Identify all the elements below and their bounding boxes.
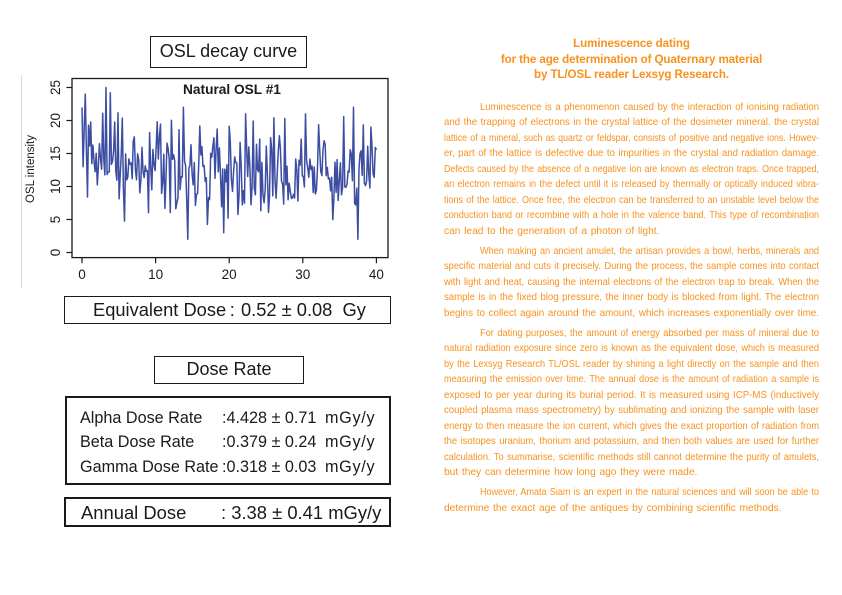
svg-text:OSL intensity: OSL intensity bbox=[25, 135, 37, 203]
svg-text:15: 15 bbox=[48, 146, 63, 161]
svg-text:5: 5 bbox=[48, 216, 63, 224]
svg-text:10: 10 bbox=[48, 179, 63, 194]
svg-text:20: 20 bbox=[48, 113, 63, 128]
svg-text:10: 10 bbox=[148, 267, 163, 282]
svg-text:20: 20 bbox=[222, 267, 237, 282]
svg-text:30: 30 bbox=[295, 267, 310, 282]
svg-text:0: 0 bbox=[48, 249, 63, 257]
svg-text:40: 40 bbox=[369, 267, 384, 282]
svg-text:25: 25 bbox=[48, 80, 63, 95]
svg-text:Natural OSL #1: Natural OSL #1 bbox=[183, 82, 281, 97]
svg-text:0: 0 bbox=[78, 267, 86, 282]
